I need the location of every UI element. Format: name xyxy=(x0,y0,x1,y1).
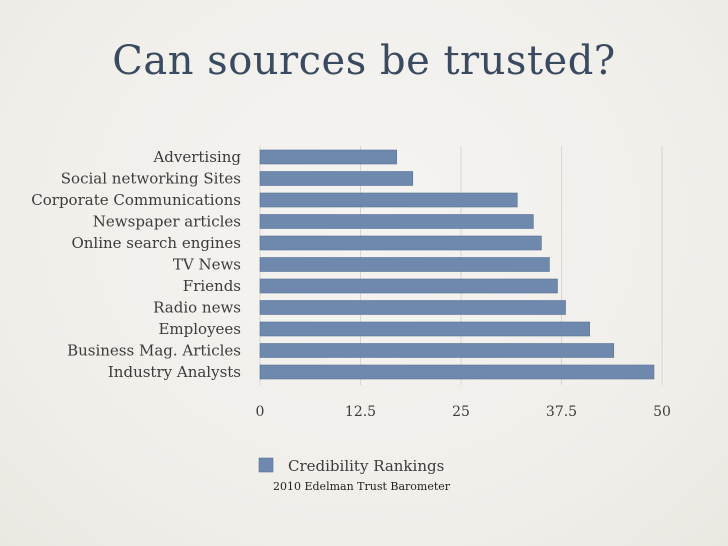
category-label: Business Mag. Articles xyxy=(67,342,241,360)
bar xyxy=(259,235,542,251)
category-label: Online search engines xyxy=(71,234,241,252)
page-title: Can sources be trusted? xyxy=(112,38,616,84)
x-tick-label: 25 xyxy=(452,404,470,420)
bar xyxy=(259,343,615,358)
bar xyxy=(259,257,550,272)
category-label: Newspaper articles xyxy=(93,213,241,231)
category-label: Radio news xyxy=(153,299,241,317)
category-label: Corporate Communications xyxy=(31,191,241,209)
bars xyxy=(259,149,655,380)
x-tick-label: 12.5 xyxy=(345,404,376,420)
category-label: TV News xyxy=(173,256,241,274)
category-label: Friends xyxy=(183,277,241,295)
bar xyxy=(259,192,518,208)
bar xyxy=(259,214,534,229)
legend-swatch xyxy=(258,457,274,473)
bar xyxy=(259,278,558,294)
x-tick-label: 37.5 xyxy=(546,404,577,420)
bar xyxy=(259,171,414,186)
x-axis-tick-labels: 0 12.5 25 37.5 50 xyxy=(256,404,671,420)
category-label: Social networking Sites xyxy=(61,170,241,188)
x-tick-label: 50 xyxy=(653,404,671,420)
bar xyxy=(259,321,590,337)
bar xyxy=(259,364,655,380)
bar xyxy=(259,149,397,165)
category-label: Employees xyxy=(158,320,241,338)
category-labels: Advertising Social networking Sites Corpor… xyxy=(31,148,241,381)
category-label: Advertising xyxy=(152,148,241,166)
bar xyxy=(259,300,566,315)
category-label: Industry Analysts xyxy=(108,363,241,381)
legend-label: Credibility Rankings xyxy=(288,457,444,475)
source-note: 2010 Edelman Trust Barometer xyxy=(273,480,451,493)
legend: Credibility Rankings xyxy=(258,457,444,475)
x-tick-label: 0 xyxy=(256,404,265,420)
